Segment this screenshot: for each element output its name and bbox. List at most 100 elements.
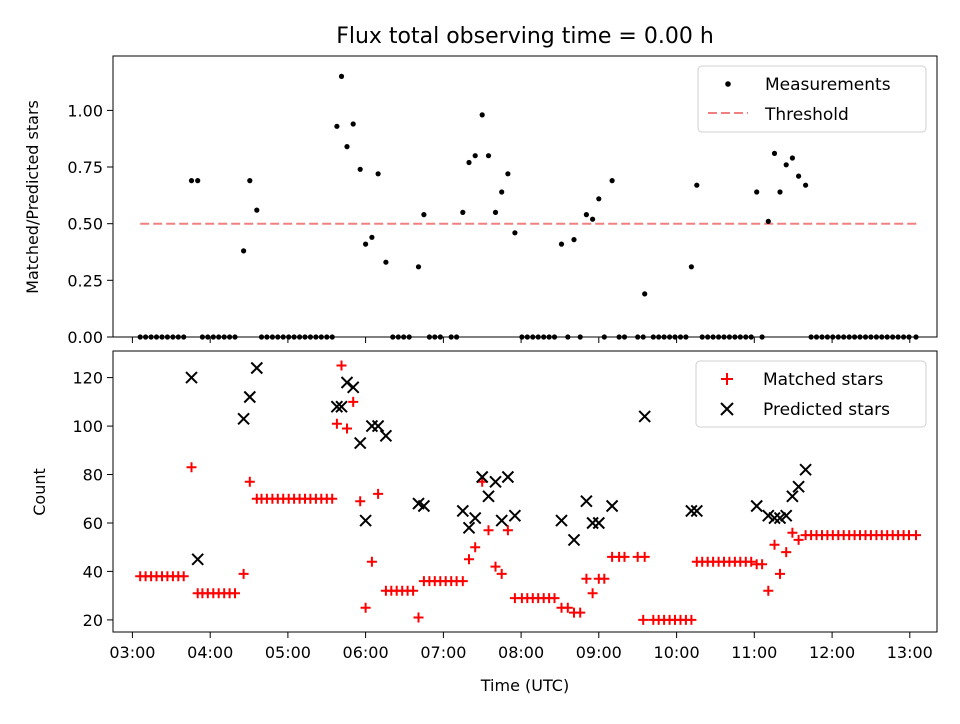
matched-star-point	[787, 527, 798, 538]
predicted-star-point	[638, 410, 651, 423]
measurement-point	[558, 241, 565, 247]
matched-star-point	[911, 530, 921, 541]
matched-star-point	[230, 588, 240, 599]
matched-star-point	[413, 612, 424, 623]
measurement-point	[754, 189, 760, 195]
y-tick-label: 0.50	[67, 215, 103, 234]
measurement-point	[505, 171, 511, 177]
predicted-star-point	[456, 504, 470, 518]
matched-star-point	[775, 568, 785, 579]
measurement-point	[350, 121, 356, 127]
x-tick-label: 03:00	[109, 643, 155, 662]
matched-star-point	[581, 573, 592, 584]
matched-star-point	[408, 585, 419, 596]
matched-star-point	[763, 585, 774, 596]
predicted-star-point	[335, 400, 348, 413]
predicted-star-point	[792, 480, 805, 493]
matched-star-point	[639, 551, 650, 562]
measurement-point	[796, 173, 802, 179]
measurement-point	[479, 112, 485, 118]
measurement-point	[492, 209, 499, 215]
measurement-point	[338, 73, 345, 79]
x-axis-label: Time (UTC)	[480, 676, 569, 695]
measurement-point	[254, 207, 260, 213]
bottom-panel: Count Time (UTC) 20 40 60 80 100 120 03:00 04:…	[30, 350, 938, 695]
predicted-star-point	[185, 371, 198, 384]
predicted-star-point	[580, 494, 593, 508]
predicted-star-point	[243, 390, 257, 404]
matched-star-point	[373, 488, 384, 499]
legend-label-matched-stars: Matched stars	[763, 370, 883, 390]
matched-star-point	[769, 539, 780, 550]
y-tick-label: 60	[83, 514, 103, 533]
bottom-x-ticks: 03:00 04:00 05:00 06:00 07:00 08:00 09:00 10:00…	[109, 632, 933, 662]
legend-label-predicted-stars: Predicted stars	[763, 400, 890, 420]
predicted-star-point	[250, 361, 264, 375]
predicted-star-point	[468, 511, 482, 525]
legend-marker-predicted-stars	[720, 402, 734, 416]
legend-label-threshold: Threshold	[764, 105, 849, 125]
predicted-star-point	[417, 499, 431, 513]
y-tick-label: 100	[72, 417, 103, 436]
bottom-plot-area	[135, 360, 921, 625]
matched-star-point	[336, 360, 347, 371]
matched-star-point	[496, 568, 507, 579]
measurement-point	[771, 150, 778, 156]
x-tick-label: 12:00	[809, 643, 855, 662]
measurement-point	[583, 212, 590, 218]
matched-star-point	[562, 602, 573, 613]
measurement-point	[694, 182, 700, 188]
matched-star-point	[477, 476, 488, 487]
measurement-point	[783, 162, 789, 168]
matched-star-point	[575, 607, 586, 618]
y-tick-label: 120	[72, 369, 103, 388]
y-tick-label: 0.25	[67, 271, 103, 290]
predicted-star-point	[330, 400, 344, 413]
series-matched-stars	[135, 360, 921, 625]
measurement-point	[363, 241, 369, 247]
matched-star-point	[178, 571, 189, 582]
legend-marker-matched-stars	[721, 373, 733, 385]
legend-marker-measurements	[725, 81, 731, 87]
y-tick-label: 20	[83, 611, 103, 630]
measurement-point	[466, 159, 472, 166]
matched-star-point	[238, 568, 249, 579]
matched-star-point	[746, 556, 757, 567]
matched-star-point	[502, 525, 513, 536]
top-legend: Measurements Threshold	[697, 65, 927, 133]
measurement-point	[499, 189, 505, 195]
predicted-star-point	[779, 509, 793, 522]
measurement-point	[765, 218, 771, 224]
measurement-point	[803, 182, 809, 188]
measurement-point	[642, 291, 648, 297]
x-tick-label: 05:00	[265, 643, 311, 662]
matched-star-point	[327, 493, 338, 504]
predicted-star-point	[768, 511, 781, 525]
legend-label-measurements: Measurements	[765, 75, 891, 95]
predicted-star-point	[482, 490, 495, 503]
x-tick-label: 07:00	[420, 643, 466, 662]
matched-star-point	[599, 573, 610, 584]
matched-star-point	[490, 561, 501, 572]
predicted-star-point	[462, 521, 476, 535]
matched-star-point	[793, 534, 804, 545]
measurement-point	[512, 230, 518, 236]
y-tick-label: 0.75	[67, 158, 103, 177]
top-axes-frame	[112, 55, 938, 338]
x-tick-label: 10:00	[654, 643, 700, 662]
predicted-star-point	[799, 463, 812, 476]
predicted-star-point	[555, 514, 568, 527]
predicted-star-point	[592, 516, 606, 530]
matched-star-point	[470, 542, 481, 553]
matched-star-point	[464, 554, 474, 565]
matched-star-point	[619, 551, 630, 562]
y-tick-label: 80	[83, 466, 103, 485]
measurement-point	[188, 178, 195, 184]
matched-star-point	[757, 559, 768, 570]
measurement-point	[375, 171, 381, 177]
matched-star-point	[686, 614, 697, 625]
measurement-point	[357, 166, 363, 172]
bottom-legend-box	[695, 360, 927, 428]
bottom-legend: Matched stars Predicted stars	[695, 360, 927, 428]
measurement-point	[688, 264, 695, 270]
